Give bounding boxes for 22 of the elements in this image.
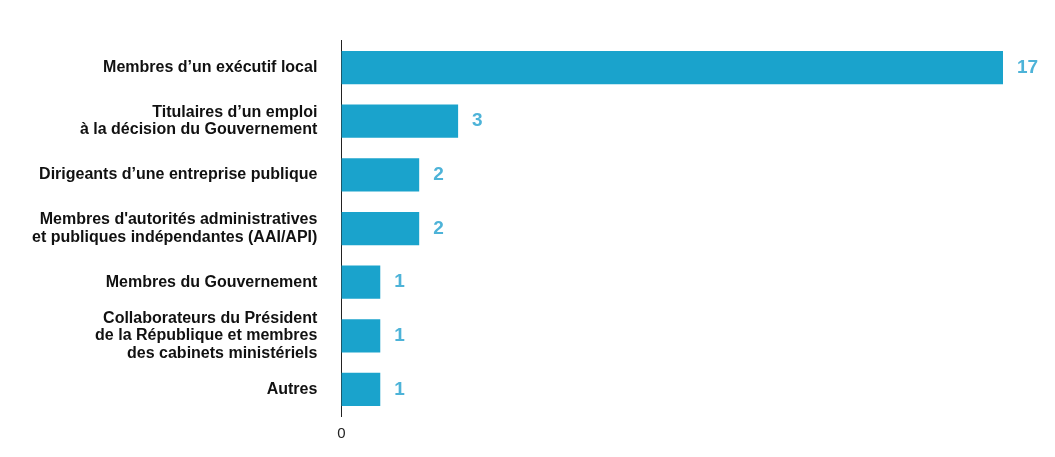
bar bbox=[341, 50, 1003, 85]
bar bbox=[341, 265, 381, 299]
data-label: 3 bbox=[472, 109, 483, 131]
data-label: 1 bbox=[394, 270, 406, 292]
data-label: 2 bbox=[433, 163, 444, 185]
bar bbox=[341, 211, 420, 246]
y-tick-label: Dirigeants d’une entreprise publique bbox=[39, 165, 318, 183]
bar bbox=[341, 158, 420, 192]
text: 0 bbox=[337, 423, 346, 441]
y-tick-label: Membres d'autorités administratives et publiques indépendantes (AAI/API) bbox=[31, 210, 318, 245]
y-tick-label: Membres d’un exécutif local bbox=[103, 58, 318, 76]
y-tick-label: Autres bbox=[266, 379, 318, 397]
y-tick-label: Titulaires d’un emploi à la décision du Gouvernement bbox=[79, 102, 319, 138]
data-label: 17 bbox=[1017, 55, 1039, 77]
data-label: 1 bbox=[394, 323, 406, 345]
y-tick-label: Collaborateurs du Président de la République et membres des cabinets ministériels bbox=[95, 308, 319, 361]
y-tick-label: Membres du Gouvernement bbox=[105, 272, 319, 290]
data-label: 2 bbox=[433, 216, 444, 238]
bar bbox=[341, 372, 381, 407]
bar bbox=[341, 104, 459, 138]
bar bbox=[341, 319, 381, 353]
data-label: 1 bbox=[394, 377, 406, 399]
